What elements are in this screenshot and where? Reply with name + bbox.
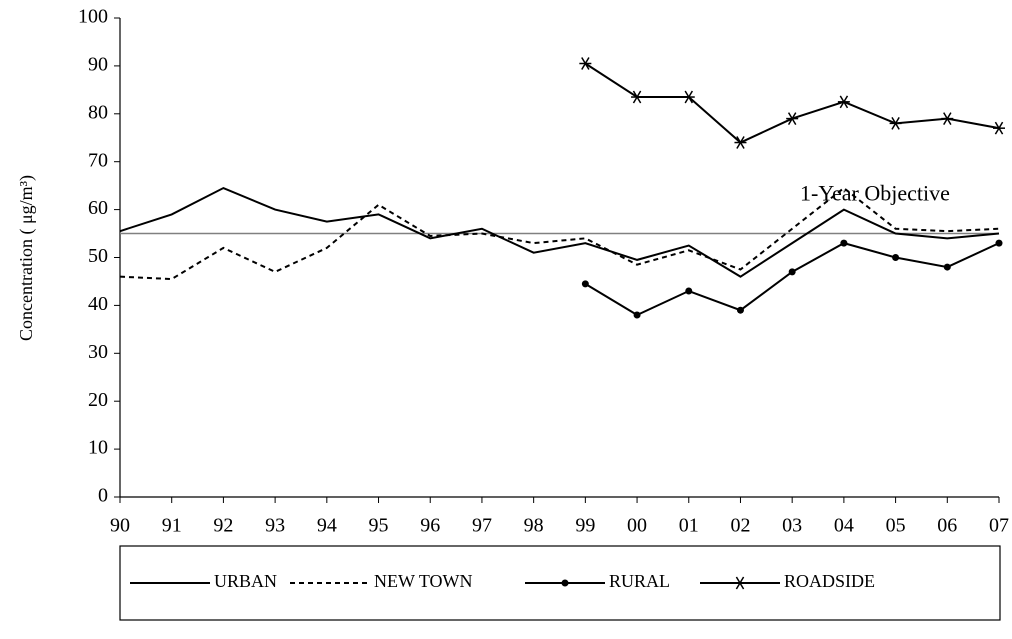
point: [685, 287, 693, 295]
point: [579, 57, 592, 70]
marker-stroke: [891, 116, 900, 130]
legend-label: RURAL: [609, 571, 670, 591]
x-tick-label: 90: [110, 515, 130, 537]
legend-label: URBAN: [214, 571, 277, 591]
y-tick-label: 10: [88, 437, 108, 459]
legend-label: NEW TOWN: [374, 571, 473, 591]
y-tick-label: 50: [88, 245, 108, 267]
point: [788, 268, 796, 276]
x-tick-label: 04: [834, 515, 854, 537]
y-tick-label: 0: [98, 485, 108, 507]
y-tick-label: 30: [88, 341, 108, 363]
y-tick-label: 70: [88, 149, 108, 171]
x-tick-label: 91: [162, 515, 182, 537]
x-tick-label: 95: [369, 515, 389, 537]
point: [892, 254, 900, 261]
x-tick-label: 07: [989, 515, 1009, 537]
y-axis-label: Concentration ( μg/m³): [16, 175, 37, 341]
x-tick-label: 05: [886, 515, 906, 537]
x-tick-label: 00: [627, 515, 647, 537]
marker-stroke: [736, 136, 745, 149]
marker-stroke: [581, 57, 590, 70]
x-tick-label: 94: [317, 515, 337, 537]
marker-stroke: [684, 90, 694, 104]
legend-marker: [561, 579, 569, 587]
y-tick-label: 80: [88, 101, 108, 123]
point: [840, 239, 848, 247]
point: [736, 306, 744, 314]
point: [995, 239, 1003, 247]
point: [786, 112, 799, 125]
series-line: [584, 242, 1000, 317]
reference-label: 1-Year Objective: [800, 181, 950, 206]
series-line: [119, 186, 1000, 281]
legend-label: ROADSIDE: [784, 571, 875, 591]
legend-box: [119, 545, 1001, 621]
point: [941, 112, 954, 125]
marker-stroke: [632, 90, 642, 104]
point: [633, 311, 641, 319]
y-tick-label: 90: [88, 53, 108, 75]
x-tick-label: 03: [782, 515, 802, 537]
marker-stroke: [994, 121, 1004, 135]
x-tick-label: 01: [679, 515, 699, 537]
y-tick-label: 40: [88, 293, 108, 315]
point: [837, 95, 850, 109]
point: [993, 121, 1005, 135]
marker-stroke: [943, 112, 952, 125]
point: [889, 116, 902, 130]
x-tick-label: 99: [575, 515, 595, 537]
y-tick-label: 100: [78, 6, 108, 28]
x-tick-label: 02: [730, 515, 750, 537]
x-tick-label: 98: [524, 515, 544, 537]
x-tick-label: 92: [213, 515, 233, 537]
x-tick-label: 06: [937, 515, 957, 537]
y-tick-label: 20: [88, 389, 108, 411]
legend-marker: [734, 576, 746, 590]
x-tick-label: 97: [472, 515, 492, 537]
marker-stroke: [839, 95, 849, 109]
point: [682, 90, 695, 104]
marker-stroke: [787, 112, 797, 125]
point: [943, 263, 951, 271]
x-tick-label: 93: [265, 515, 285, 537]
marker-stroke: [735, 576, 745, 590]
y-tick-label: 60: [88, 197, 108, 219]
series-line: [119, 186, 1000, 278]
point: [581, 280, 589, 288]
series-line: [584, 62, 1000, 144]
point: [631, 90, 644, 104]
point: [734, 136, 747, 149]
x-tick-label: 96: [420, 515, 440, 537]
